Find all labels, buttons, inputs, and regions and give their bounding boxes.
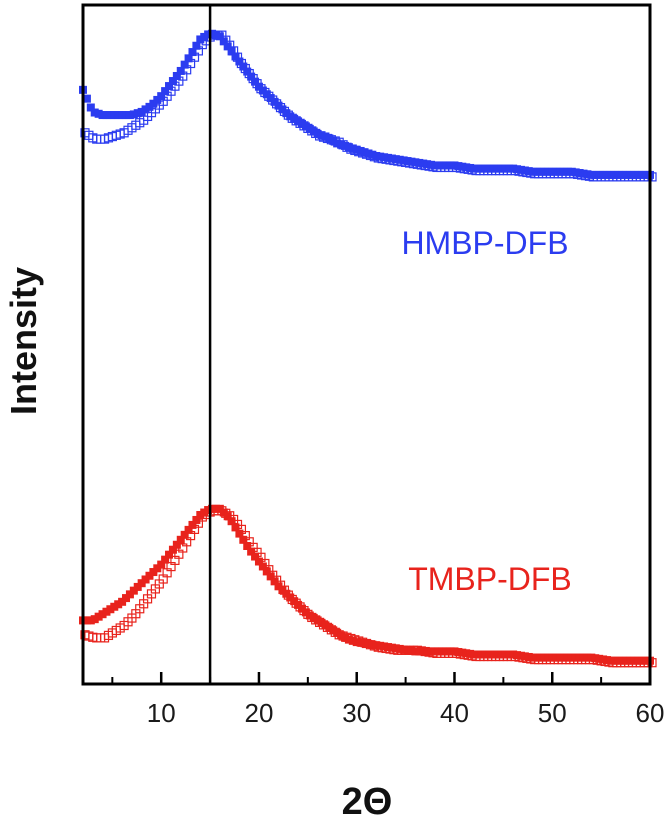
- filled-square-point: [172, 71, 181, 80]
- filled-square-point: [223, 512, 232, 521]
- filled-square-point: [157, 560, 166, 569]
- filled-square-point: [243, 542, 252, 550]
- filled-square-point: [239, 535, 248, 544]
- filled-square-point: [270, 577, 279, 586]
- series-tmbp-dfb: [79, 504, 657, 668]
- filled-square-point: [223, 42, 232, 51]
- filled-square-point: [219, 37, 228, 46]
- series-layer: [79, 29, 657, 668]
- x-axis-title: 2Θ: [342, 781, 393, 823]
- filled-square-point: [188, 48, 197, 57]
- filled-square-point: [243, 67, 252, 76]
- filled-square-point: [254, 557, 263, 566]
- filled-square-point: [86, 103, 95, 112]
- filled-square-point: [168, 77, 177, 86]
- filled-square-point: [184, 54, 193, 63]
- filled-square-point: [188, 520, 197, 529]
- x-tick-label: 50: [538, 698, 567, 728]
- x-tick-label: 60: [636, 698, 665, 728]
- filled-square-point: [168, 545, 177, 554]
- plot-frame: [81, 3, 652, 686]
- series-label-tmbp-dfb: TMBP-DFB: [408, 561, 572, 597]
- filled-square-point: [266, 572, 275, 581]
- filled-square-point: [239, 62, 248, 71]
- y-axis-title: Intensity: [3, 267, 44, 415]
- filled-square-point: [161, 555, 170, 564]
- filled-square-point: [231, 523, 240, 532]
- filled-square-point: [180, 60, 189, 69]
- filled-square-point: [251, 77, 260, 86]
- filled-square-point: [247, 547, 256, 556]
- filled-square-point: [176, 535, 185, 544]
- filled-square-point: [235, 57, 244, 66]
- filled-square-point: [215, 32, 224, 41]
- filled-square-point: [82, 94, 91, 103]
- filled-square-point: [247, 72, 256, 81]
- filled-square-point: [165, 550, 174, 559]
- filled-square-point: [251, 552, 260, 561]
- filled-square-point: [192, 515, 201, 524]
- x-tick-label: 10: [147, 698, 176, 728]
- x-tick-label: 40: [440, 698, 469, 728]
- filled-square-point: [184, 525, 193, 534]
- filled-square-point: [180, 530, 189, 539]
- filled-square-point: [172, 540, 181, 549]
- filled-square-point: [235, 529, 244, 538]
- filled-square-point: [161, 87, 170, 96]
- x-tick-label: 20: [245, 698, 274, 728]
- filled-square-point: [176, 66, 185, 75]
- x-axis-ticks: 10 20 30 40 50 60: [111, 672, 665, 728]
- filled-square-point: [258, 562, 267, 571]
- x-tick-label: 30: [342, 698, 371, 728]
- filled-square-point: [157, 92, 166, 101]
- filled-square-point: [227, 517, 236, 526]
- filled-square-point: [262, 567, 271, 576]
- series-hmbp-dfb: [79, 29, 657, 182]
- filled-square-point: [227, 47, 236, 56]
- filled-square-point: [165, 82, 174, 91]
- filled-square-point: [192, 41, 201, 50]
- filled-square-point: [231, 52, 240, 61]
- series-labels: HMBP-DFB TMBP-DFB: [401, 225, 571, 597]
- series-label-hmbp-dfb: HMBP-DFB: [401, 225, 568, 261]
